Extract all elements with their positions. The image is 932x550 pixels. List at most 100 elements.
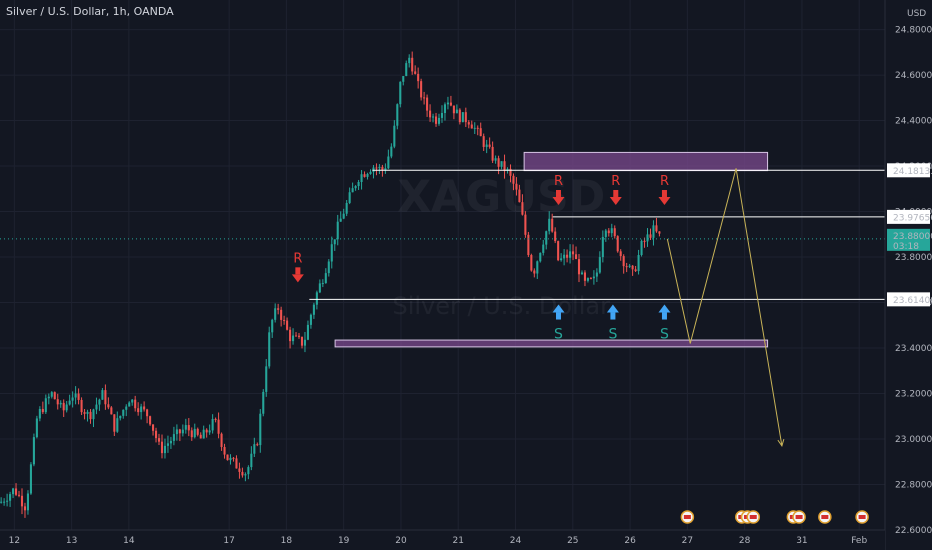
support-arrow-shaft xyxy=(661,312,667,320)
candle-body xyxy=(247,467,250,475)
candle-body xyxy=(512,175,515,184)
candle-body xyxy=(312,304,315,315)
candle-body xyxy=(80,399,83,413)
candle-body xyxy=(482,136,485,147)
candle-body xyxy=(208,430,211,433)
candle-body xyxy=(592,276,595,279)
economic-event-icon[interactable] xyxy=(792,510,806,524)
candle-body xyxy=(12,488,15,495)
level-price-label: 24.18133 xyxy=(893,167,932,177)
candle-body xyxy=(98,399,101,405)
candle-body xyxy=(137,408,140,413)
candle-body xyxy=(515,183,518,190)
candle-body xyxy=(375,167,378,169)
candle-body xyxy=(446,102,449,105)
economic-event-icon[interactable] xyxy=(680,510,695,524)
candle-body xyxy=(134,399,137,409)
candle-body xyxy=(274,308,277,320)
y-tick-label: 23.40000 xyxy=(895,344,932,354)
x-tick-label: 17 xyxy=(223,536,234,546)
y-tick-label: 22.60000 xyxy=(895,526,932,536)
candle-body xyxy=(485,144,488,147)
watermark-symbol: XAGUSD xyxy=(397,172,605,223)
candle-body xyxy=(163,445,167,454)
candle-body xyxy=(229,457,232,461)
candle-body xyxy=(17,494,21,496)
candle-body xyxy=(223,447,226,455)
candle-body xyxy=(166,443,169,446)
candle-body xyxy=(613,228,616,237)
resistance-arrow-shaft xyxy=(295,267,301,275)
candle-body xyxy=(110,407,113,415)
candle-body xyxy=(152,424,155,431)
candle-body xyxy=(95,404,98,410)
candle-body xyxy=(649,234,652,238)
candle-body xyxy=(473,127,476,129)
candle-body xyxy=(539,252,542,262)
candle-body xyxy=(321,283,324,285)
candle-body xyxy=(217,419,220,434)
candle-body xyxy=(574,254,578,260)
candle-body xyxy=(384,168,387,171)
candle-body xyxy=(9,494,12,501)
resistance-label: R xyxy=(660,174,669,189)
candle-body xyxy=(500,161,503,167)
candle-body xyxy=(518,189,521,203)
candle-body xyxy=(497,158,500,167)
candle-body xyxy=(65,404,68,411)
candle-body xyxy=(250,453,253,468)
candle-body xyxy=(595,272,598,277)
candle-body xyxy=(399,81,402,105)
candle-body xyxy=(396,104,399,126)
candle-body xyxy=(366,173,369,177)
resistance-label: R xyxy=(554,174,563,189)
support-label: S xyxy=(608,327,617,343)
candle-body xyxy=(35,418,38,438)
bar-countdown-label: 03:18 xyxy=(893,242,919,252)
candle-body xyxy=(330,244,333,262)
candle-body xyxy=(560,258,563,261)
candle-body xyxy=(524,214,527,235)
economic-event-icon[interactable] xyxy=(855,510,869,524)
candle-body xyxy=(324,273,327,284)
candle-body xyxy=(372,167,375,172)
projection-arrowhead xyxy=(777,438,785,447)
candle-body xyxy=(268,332,271,367)
candle-body xyxy=(551,218,554,232)
candle-body xyxy=(235,458,238,469)
candle-body xyxy=(542,244,545,253)
candle-body xyxy=(86,411,89,414)
candle-body xyxy=(244,474,247,476)
resistance-arrow-shaft xyxy=(661,189,667,197)
x-tick-label: 13 xyxy=(66,536,77,546)
candle-body xyxy=(333,239,336,245)
candle-body xyxy=(598,257,601,273)
candle-body xyxy=(265,366,268,392)
x-tick-label: 27 xyxy=(682,536,693,546)
candle-body xyxy=(458,109,461,123)
candle-body xyxy=(50,392,53,397)
candle-body xyxy=(283,319,286,321)
level-price-label: 23.61400 xyxy=(893,296,932,306)
candle-body xyxy=(402,76,405,82)
resistance-arrow-head xyxy=(552,196,565,205)
resistance-label: R xyxy=(611,174,620,189)
economic-event-icon[interactable] xyxy=(818,510,832,524)
candle-body xyxy=(443,104,447,114)
supply-demand-zone xyxy=(334,339,769,348)
candle-body xyxy=(181,429,184,434)
candle-body xyxy=(26,493,29,511)
economic-event-icon[interactable] xyxy=(746,510,761,524)
candle-body xyxy=(390,146,393,157)
candle-body xyxy=(393,125,396,147)
y-tick-label: 24.60000 xyxy=(895,71,932,81)
support-label: S xyxy=(660,327,669,343)
candle-body xyxy=(637,255,640,272)
candle-body xyxy=(548,218,551,232)
candle-body xyxy=(580,272,584,275)
candle-body xyxy=(530,255,533,271)
event-flag-stripe xyxy=(683,515,691,519)
